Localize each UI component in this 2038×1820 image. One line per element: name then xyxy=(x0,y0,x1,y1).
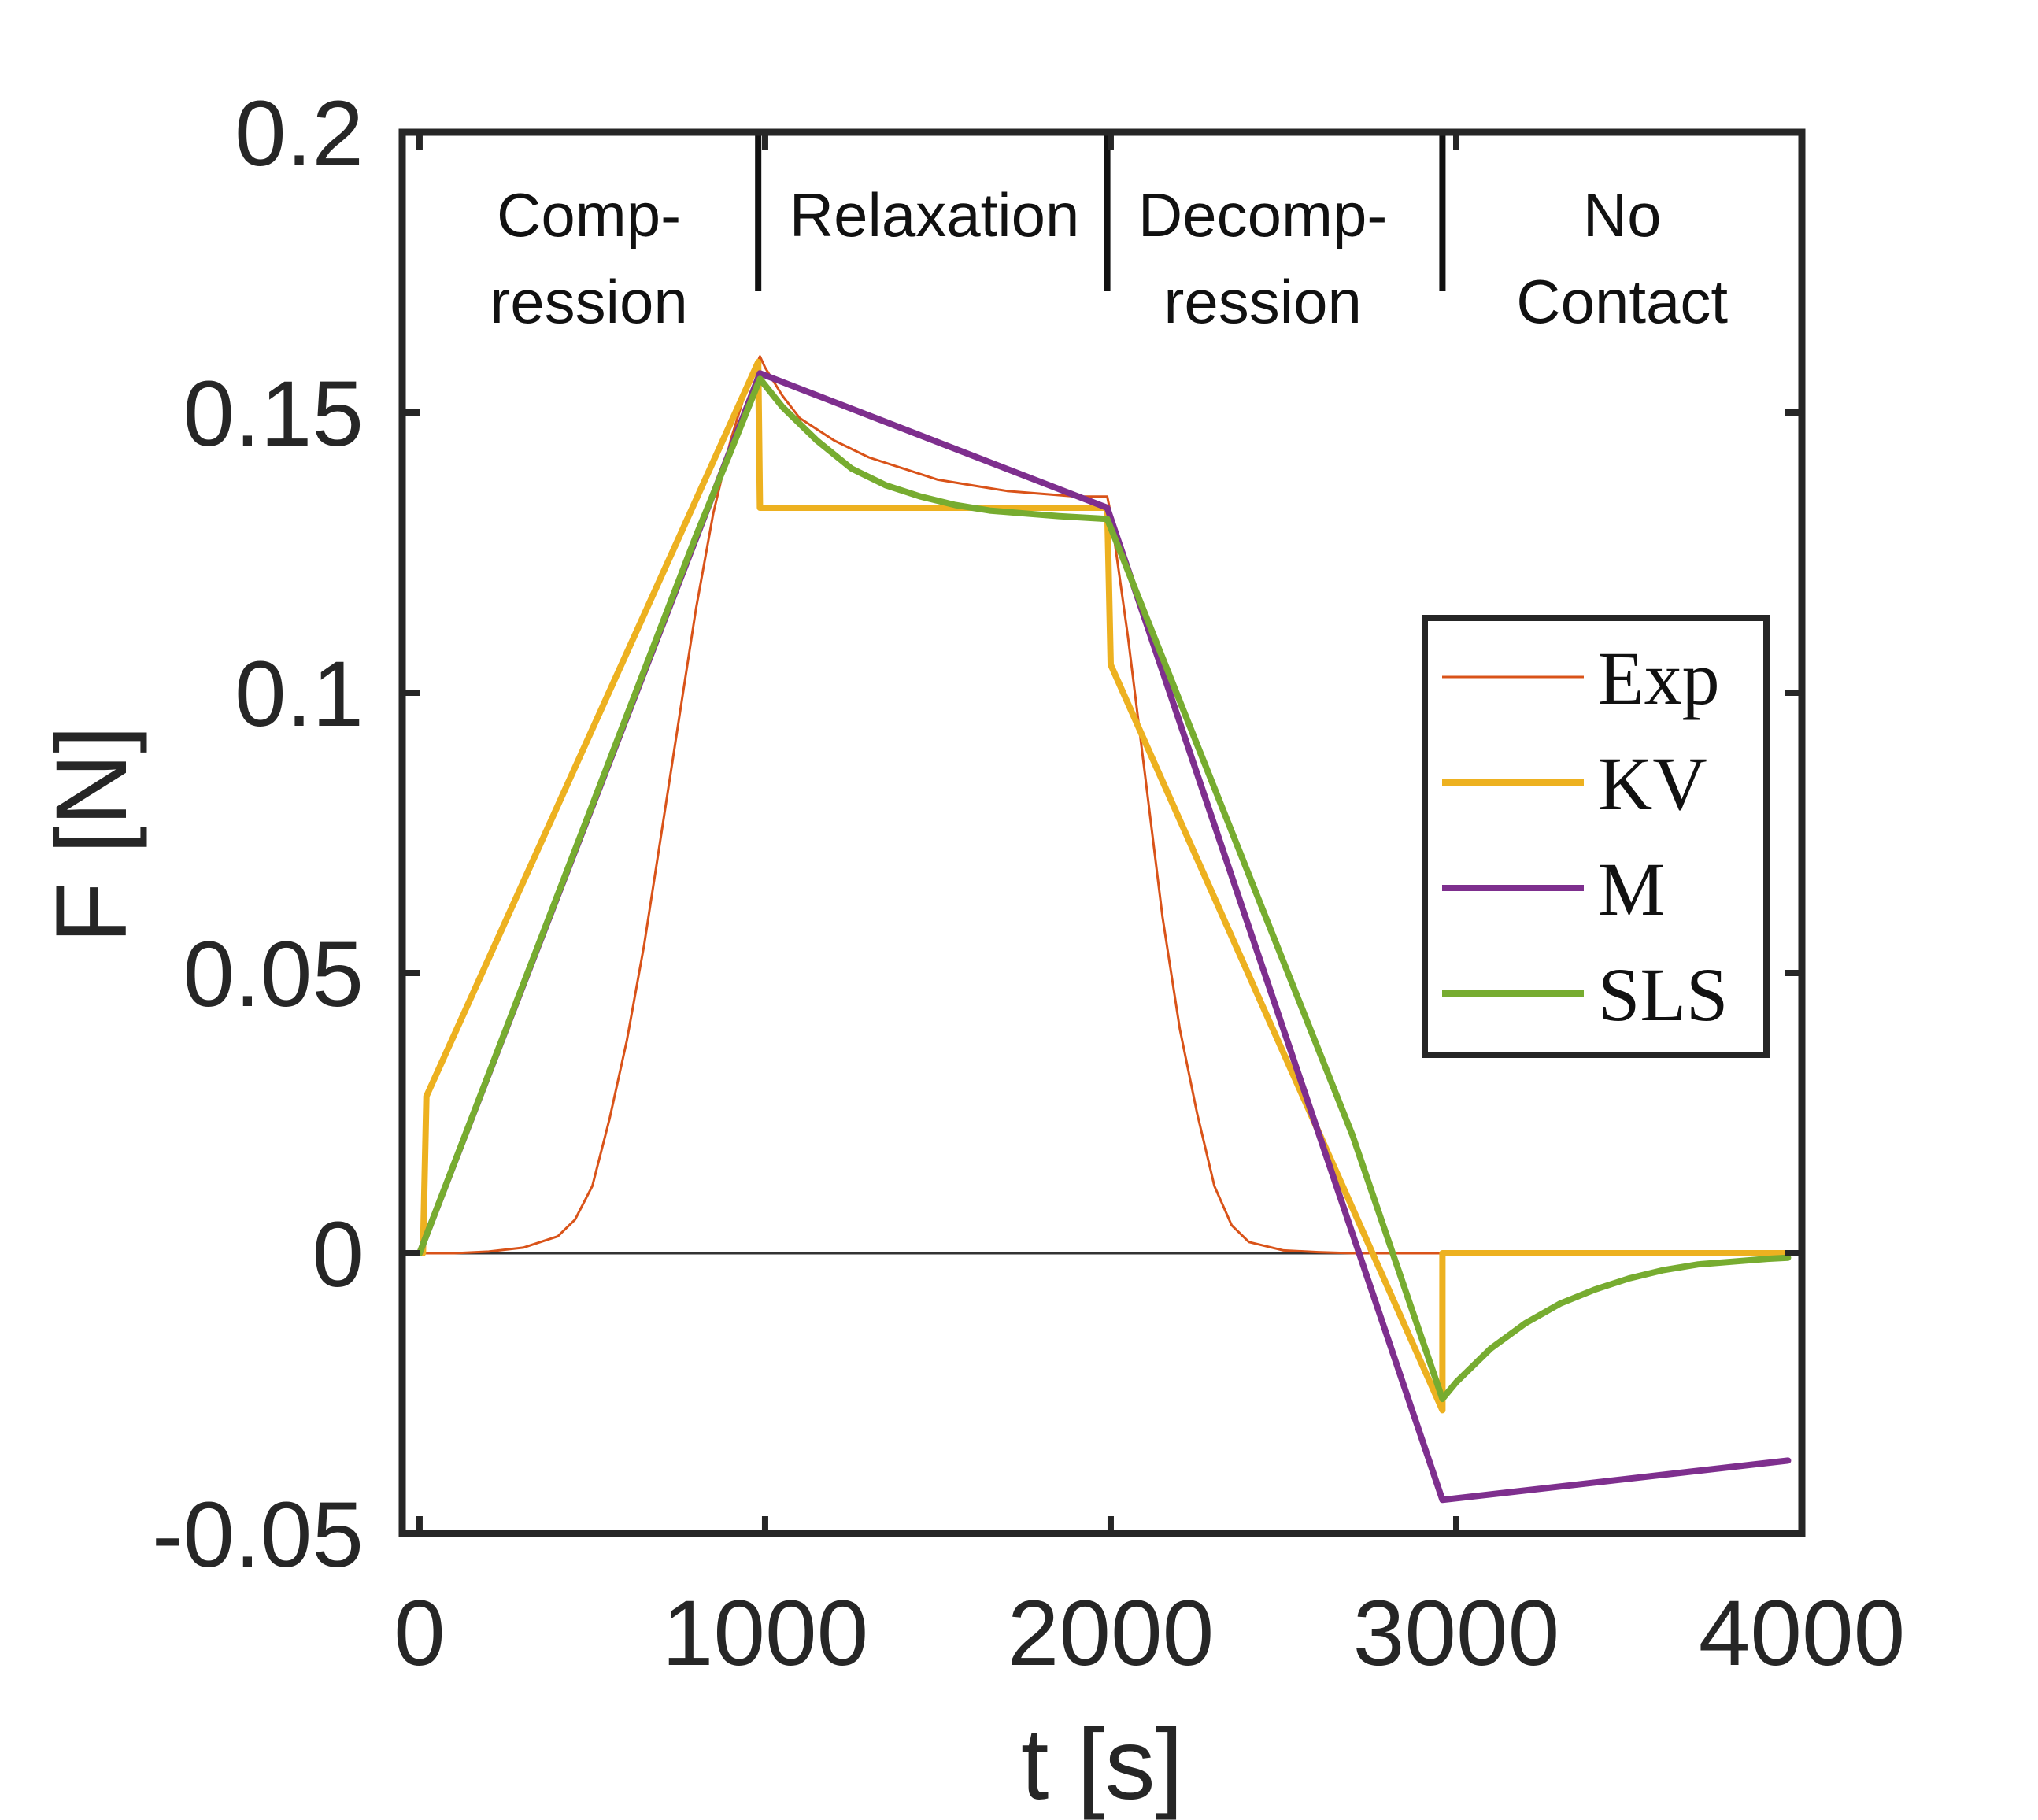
legend-label-exp: Exp xyxy=(1598,636,1720,720)
axes xyxy=(398,128,1806,1537)
legend-label-sls: SLS xyxy=(1598,953,1728,1037)
legend-box xyxy=(1422,615,1770,1058)
y-tick-label: 0 xyxy=(312,1203,364,1307)
phase-label-line: Decomp- xyxy=(1138,180,1387,250)
x-tick-label: 0 xyxy=(394,1581,446,1685)
y-tick-label: 0.2 xyxy=(235,82,364,186)
legend-entries: Exp KV M SLS xyxy=(1442,636,1728,1037)
legend: Exp KV M SLS xyxy=(1422,615,1770,1058)
series-exp-line xyxy=(418,355,1444,1255)
y-axis-label: F [N] xyxy=(35,725,148,943)
y-tick-label: 0.15 xyxy=(183,362,364,466)
phase-label-line: Contact xyxy=(1516,267,1728,336)
y-tick-label: -0.05 xyxy=(152,1483,364,1587)
plot-frame xyxy=(398,128,1806,1537)
phase-label-line: ression xyxy=(1163,267,1361,336)
legend-label-m: M xyxy=(1598,847,1665,931)
series-sls-line xyxy=(416,375,1792,1403)
phase-label-line: ression xyxy=(490,267,687,336)
x-tick-label: 3000 xyxy=(1353,1581,1560,1685)
x-tick-label: 1000 xyxy=(662,1581,869,1685)
phase-labels: Comp-ression Relaxation Decomp-ression No Co… xyxy=(490,180,1728,336)
phase-label-line: Comp- xyxy=(497,180,681,250)
x-tick-label: 4000 xyxy=(1699,1581,1906,1685)
phase-label-1: Comp-ression xyxy=(490,180,687,336)
ticks: 0 1000 2000 3000 4000 -0.05 0 0.05 0.1 0.15 0.2 xyxy=(152,82,1905,1685)
phase-label-line: Relaxation xyxy=(790,180,1080,250)
phase-label-3: Decomp-ression xyxy=(1138,180,1387,336)
phase-label-4: No Contact xyxy=(1516,180,1728,336)
x-tick-label: 2000 xyxy=(1008,1581,1215,1685)
series-layer xyxy=(416,355,1805,1504)
phase-dividers xyxy=(755,132,1446,291)
phase-label-line: No xyxy=(1583,180,1662,250)
x-axis-label: t [s] xyxy=(1021,1708,1183,1820)
phase-label-2: Relaxation xyxy=(790,180,1080,250)
y-tick-label: 0.05 xyxy=(183,923,364,1027)
legend-label-kv: KV xyxy=(1598,742,1707,826)
y-tick-label: 0.1 xyxy=(235,642,364,746)
